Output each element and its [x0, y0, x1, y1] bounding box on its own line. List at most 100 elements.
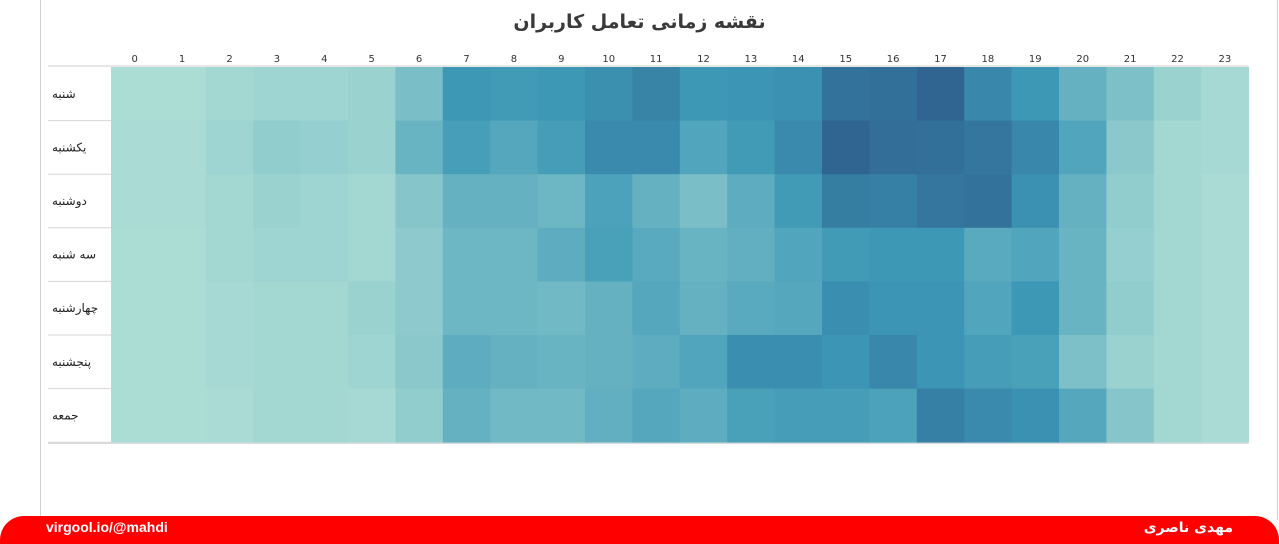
heatmap-cell: [964, 120, 1013, 175]
heatmap-cell: [490, 227, 539, 282]
x-tick-label: 7: [463, 54, 469, 65]
heatmap-cell: [158, 335, 207, 390]
heatmap-cell: [727, 120, 776, 175]
heatmap-cell: [1059, 227, 1107, 282]
heatmap-cell: [205, 120, 254, 175]
heatmap-cell: [774, 227, 823, 282]
heatmap-cell: [964, 227, 1013, 282]
x-tick-label: 17: [934, 54, 947, 65]
heatmap-cell: [300, 227, 349, 282]
footer-link[interactable]: virgool.io/@mahdi: [46, 519, 168, 535]
heatmap-cell: [1106, 227, 1155, 282]
heatmap-cell: [253, 67, 302, 122]
y-tick-label: شنبه: [52, 87, 76, 101]
heatmap-cell: [727, 335, 776, 390]
heatmap-cell: [205, 281, 254, 336]
heatmap-cell: [300, 388, 349, 443]
heatmap-cell: [395, 388, 444, 443]
heatmap-cell: [1106, 174, 1155, 229]
heatmap-cell: [1106, 335, 1155, 390]
heatmap-cell: [822, 335, 870, 390]
heatmap-cell: [774, 67, 823, 122]
x-tick-label: 4: [321, 54, 327, 65]
heatmap-cell: [632, 120, 681, 175]
heatmap-cell: [679, 227, 728, 282]
heatmap-cell: [395, 281, 444, 336]
heatmap-cell: [774, 335, 823, 390]
heatmap-cell: [537, 335, 586, 390]
heatmap-cell: [111, 120, 159, 175]
heatmap-cell: [158, 227, 207, 282]
heatmap-cell: [964, 335, 1013, 390]
heatmap-cell: [727, 174, 776, 229]
heatmap-cell: [1011, 120, 1060, 175]
heatmap-cell: [205, 227, 254, 282]
x-tick-label: 0: [132, 54, 138, 65]
heatmap-cell: [679, 281, 728, 336]
heatmap-cell: [916, 120, 965, 175]
heatmap-cell: [348, 174, 396, 229]
heatmap-cell: [205, 335, 254, 390]
heatmap-cell: [300, 120, 349, 175]
heatmap-cell: [916, 335, 965, 390]
heatmap-cell: [395, 174, 444, 229]
heatmap-cell: [774, 174, 823, 229]
heatmap-cell: [395, 67, 444, 122]
heatmap-cell: [1201, 335, 1250, 390]
x-tick-label: 1: [179, 54, 185, 65]
x-tick-label: 10: [602, 54, 615, 65]
heatmap-cell: [774, 120, 823, 175]
heatmap-cell: [1106, 120, 1155, 175]
heatmap-cell: [490, 67, 539, 122]
heatmap-cell: [916, 281, 965, 336]
heatmap-cell: [822, 281, 870, 336]
heatmap-cell: [253, 388, 302, 443]
heatmap-cell: [1059, 174, 1107, 229]
x-tick-label: 20: [1076, 54, 1089, 65]
heatmap-cell: [537, 227, 586, 282]
heatmap-cell: [537, 67, 586, 122]
chart-frame: [40, 0, 1278, 520]
heatmap-cell: [205, 174, 254, 229]
x-tick-label: 11: [650, 54, 663, 65]
heatmap-cell: [158, 120, 207, 175]
heatmap-cell: [632, 174, 681, 229]
heatmap-cell: [300, 335, 349, 390]
heatmap-cell: [822, 227, 870, 282]
heatmap-cell: [158, 281, 207, 336]
x-tick-label: 12: [697, 54, 710, 65]
heatmap-cell: [632, 335, 681, 390]
heatmap-cell: [1201, 281, 1250, 336]
heatmap-cell: [442, 227, 491, 282]
heatmap-cell: [253, 335, 302, 390]
heatmap-cell: [442, 120, 491, 175]
heatmap-cell: [585, 335, 633, 390]
heatmap-cell: [869, 120, 918, 175]
heatmap-cell: [585, 174, 633, 229]
heatmap-cell: [537, 388, 586, 443]
chart-title: نقشه زمانی تعامل کاربران: [513, 11, 766, 33]
heatmap-cell: [585, 388, 633, 443]
heatmap-cell: [632, 281, 681, 336]
heatmap-cell: [205, 388, 254, 443]
y-tick-label: جمعه: [52, 408, 79, 422]
heatmap-cell: [1153, 281, 1202, 336]
heatmap-cell: [537, 120, 586, 175]
heatmap-cell: [490, 174, 539, 229]
x-tick-label: 6: [416, 54, 422, 65]
heatmap-cell: [300, 281, 349, 336]
heatmap-cell: [727, 388, 776, 443]
heatmap-cell: [679, 67, 728, 122]
heatmap-cell: [585, 281, 633, 336]
heatmap-cell: [490, 388, 539, 443]
heatmap-cell: [1153, 120, 1202, 175]
heatmap-cell: [490, 120, 539, 175]
footer-author: مهدی ناصری: [1143, 520, 1233, 536]
heatmap-cell: [442, 67, 491, 122]
heatmap-cell: [300, 67, 349, 122]
y-tick-label: دوشنبه: [52, 194, 87, 209]
x-tick-label: 2: [226, 54, 232, 65]
x-tick-label: 5: [369, 54, 375, 65]
y-tick-label: یکشنبه: [52, 140, 86, 154]
heatmap-cell: [679, 388, 728, 443]
